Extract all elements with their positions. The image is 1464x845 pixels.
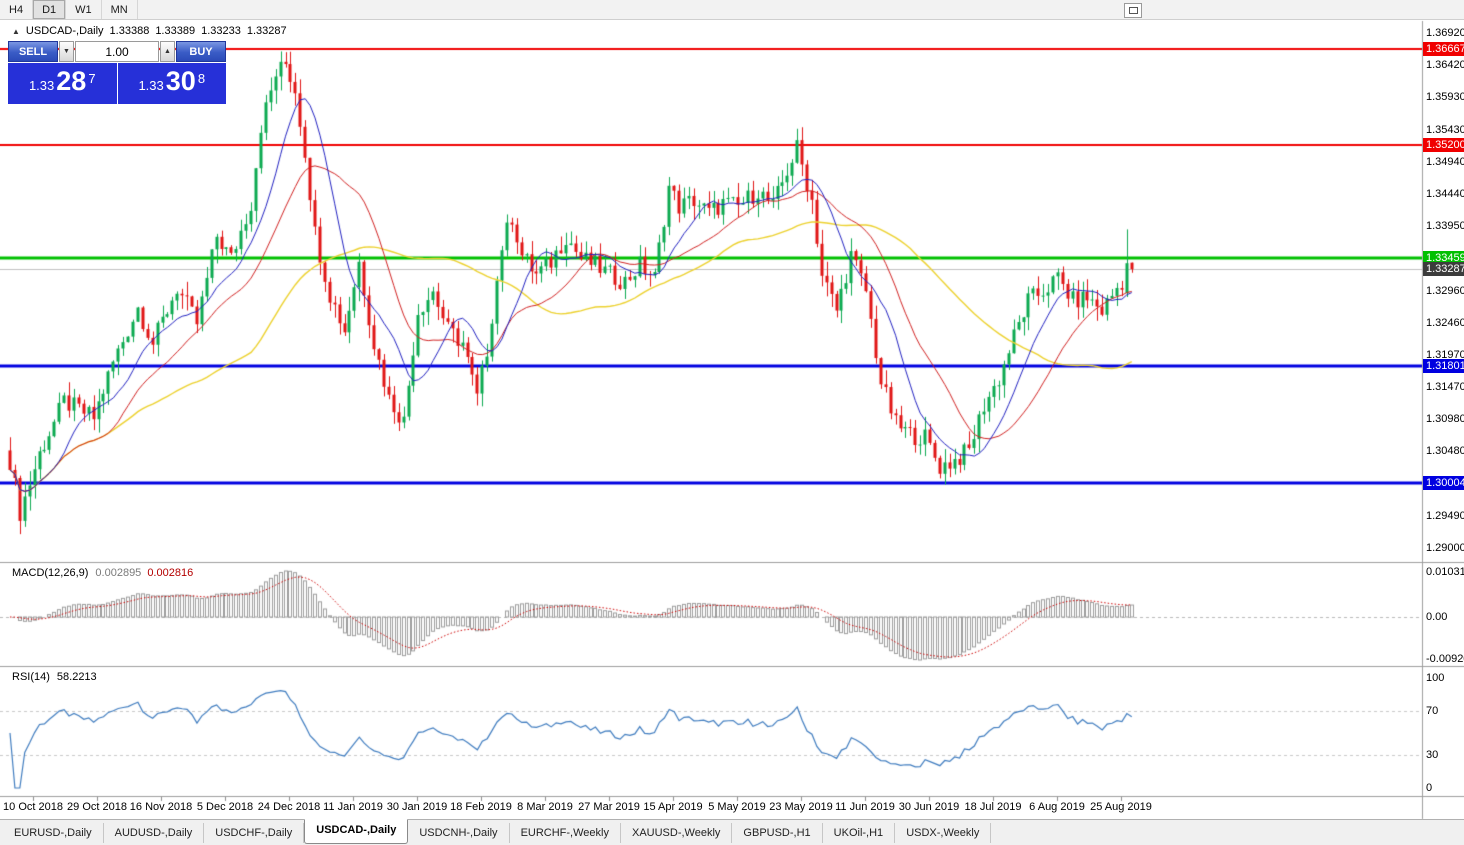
chart-tab-audusd-daily[interactable]: AUDUSD-,Daily (104, 822, 205, 843)
macd-signal-value: 0.002816 (147, 567, 194, 579)
rsi-axis-label: 30 (1426, 749, 1439, 761)
chart-low-value: 1.33233 (201, 25, 241, 37)
chart-tabs-bar: EURUSD-,Daily AUDUSD-,Daily USDCHF-,Daily U… (0, 819, 1464, 845)
price-axis-label: 1.33450 (1426, 252, 1464, 265)
date-axis[interactable]: 10 Oct 2018 29 Oct 2018 16 Nov 2018 5 Dec 2… (0, 801, 1422, 817)
chart-tab-usdchf-daily[interactable]: USDCHF-,Daily (204, 822, 305, 843)
chart-tab-xauusd-weekly[interactable]: XAUUSD-,Weekly (621, 822, 733, 843)
date-axis-label: 16 Nov 2018 (129, 801, 193, 813)
rsi-indicator-label: RSI(14) 58.2213 (12, 671, 97, 683)
sell-price-prefix: 1.33 (28, 78, 55, 93)
restore-window-icon (1128, 7, 1138, 14)
restore-window-button[interactable] (1124, 3, 1142, 18)
price-axis-label: 1.29990 (1426, 477, 1464, 490)
chart-tab-gbpusd-h1[interactable]: GBPUSD-,H1 (732, 822, 823, 843)
price-axis-label: 1.29000 (1426, 542, 1464, 554)
buy-button[interactable]: BUY (176, 41, 226, 62)
rsi-value: 58.2213 (56, 671, 97, 683)
volume-increase-button[interactable]: ▲ (160, 41, 175, 62)
timeframe-d1-button[interactable]: D1 (33, 0, 67, 19)
buy-price-big-digits: 30 (165, 66, 196, 96)
price-axis-label: 1.32960 (1426, 284, 1464, 297)
sell-price-display[interactable]: 1.33 28 7 (8, 63, 117, 104)
price-axis-label: 1.31970 (1426, 348, 1464, 361)
chart-tab-eurusd-daily[interactable]: EURUSD-,Daily (3, 822, 104, 843)
chart-symbol-label: USDCAD-,Daily (25, 25, 104, 37)
date-axis-label: 15 Apr 2019 (643, 801, 703, 813)
price-axis-label: 1.32460 (1426, 316, 1464, 329)
price-axis-label: 1.35930 (1426, 91, 1464, 104)
price-axis-label: 1.33950 (1426, 220, 1464, 233)
chart-tab-usdx-weekly[interactable]: USDX-,Weekly (895, 822, 992, 843)
buy-price-prefix: 1.33 (138, 78, 164, 93)
chart-tab-ukoil-h1[interactable]: UKOil-,H1 (823, 822, 896, 843)
date-axis-label: 11 Jun 2019 (835, 801, 895, 813)
date-axis-label: 30 Jan 2019 (386, 801, 448, 813)
macd-axis-label: 0.00 (1426, 611, 1448, 623)
volume-up-icon: ▲ (164, 48, 171, 55)
volume-down-icon: ▼ (63, 48, 70, 55)
date-axis-label: 27 Mar 2019 (578, 801, 640, 813)
chart-title: ▲ USDCAD-,Daily 1.33388 1.33389 1.33233 … (12, 25, 287, 37)
date-axis-label: 10 Oct 2018 (3, 801, 63, 813)
sell-button[interactable]: SELL (8, 41, 58, 62)
date-axis-label: 11 Jan 2019 (323, 801, 383, 813)
sell-price-pip-digit: 7 (88, 71, 96, 86)
macd-main-value: 0.002895 (95, 567, 142, 579)
date-axis-label: 6 Aug 2019 (1029, 801, 1085, 813)
buy-price-pip-digit: 8 (197, 71, 206, 86)
date-axis-label: 29 Oct 2018 (67, 801, 127, 813)
price-axis-label: 1.34440 (1426, 187, 1464, 200)
volume-input[interactable]: 1.00 (75, 41, 159, 62)
chart-open-value: 1.33388 (109, 25, 150, 37)
chart-tab-eurchf-weekly[interactable]: EURCHF-,Weekly (510, 822, 621, 843)
macd-axis-label: -0.009203 (1426, 653, 1464, 665)
sell-price-big-digits: 28 (56, 66, 87, 96)
macd-name: MACD(12,26,9) (12, 567, 89, 579)
date-axis-label: 18 Jul 2019 (964, 801, 1022, 813)
date-axis-label: 5 May 2019 (708, 801, 766, 813)
timeframe-mn-button[interactable]: MN (102, 0, 138, 19)
rsi-axis-label: 70 (1426, 705, 1439, 717)
timeframe-h4-button[interactable]: H4 (0, 0, 34, 19)
chart-high-value: 1.33389 (155, 25, 196, 37)
buy-price-display[interactable]: 1.33 30 8 (117, 63, 226, 104)
macd-axis-label: 0.010311 (1426, 566, 1464, 578)
price-axis-label: 1.36420 (1426, 59, 1464, 72)
price-axis[interactable]: 1.36920 1.36420 1.35930 1.35430 1.34940 1.344… (1426, 0, 1464, 800)
date-axis-label: 24 Dec 2018 (257, 801, 321, 813)
date-axis-label: 30 Jun 2019 (898, 801, 960, 813)
rsi-axis-label: 100 (1426, 672, 1445, 684)
price-axis-label: 1.31470 (1426, 381, 1464, 394)
date-axis-label: 8 Mar 2019 (517, 801, 573, 813)
chart-tab-usdcad-daily[interactable]: USDCAD-,Daily (304, 819, 409, 844)
price-axis-label: 1.30480 (1426, 445, 1464, 458)
price-axis-label: 1.30980 (1426, 413, 1464, 426)
timeframe-toolbar: H4 D1 W1 MN (0, 0, 1464, 20)
chart-tab-usdcnh-daily[interactable]: USDCNH-,Daily (408, 822, 510, 843)
price-axis-label: 1.29490 (1426, 509, 1464, 522)
date-axis-label: 23 May 2019 (769, 801, 833, 813)
price-axis-label: 1.35430 (1426, 123, 1464, 136)
date-axis-label: 18 Feb 2019 (450, 801, 512, 813)
price-axis-label: 1.36920 (1426, 27, 1464, 39)
date-axis-label: 25 Aug 2019 (1090, 801, 1152, 813)
macd-indicator-label: MACD(12,26,9) 0.002895 0.002816 (12, 567, 193, 579)
chart-up-triangle-icon: ▲ (12, 26, 20, 36)
rsi-axis-label: 0 (1426, 782, 1433, 794)
timeframe-w1-button[interactable]: W1 (66, 0, 102, 19)
chart-close-value: 1.33287 (246, 25, 287, 37)
price-axis-label: 1.34940 (1426, 155, 1464, 168)
date-axis-label: 5 Dec 2018 (196, 801, 254, 813)
one-click-trading-panel: SELL ▼ 1.00 ▲ BUY 1.33 28 7 1.33 30 8 (8, 41, 226, 104)
rsi-name: RSI(14) (12, 671, 50, 683)
volume-decrease-button[interactable]: ▼ (59, 41, 74, 62)
